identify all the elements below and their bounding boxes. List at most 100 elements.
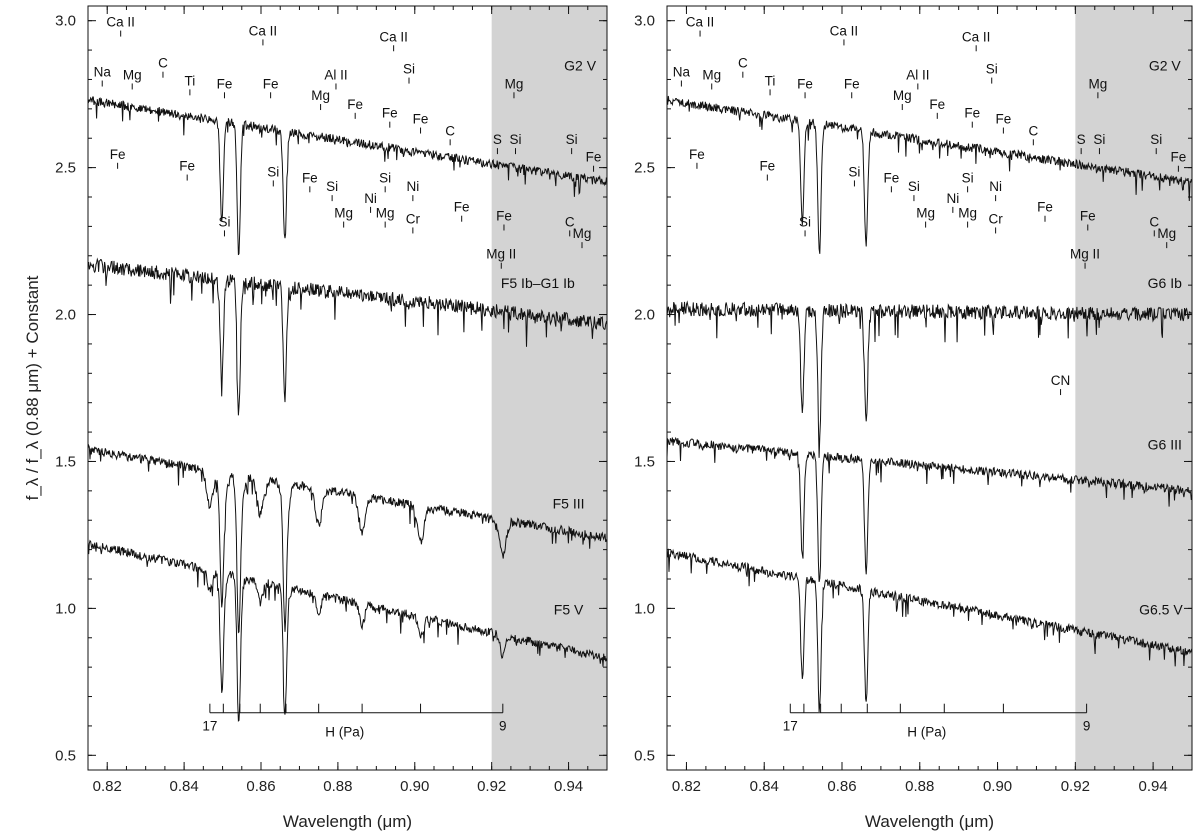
line-id-label: Si <box>267 164 279 179</box>
spectrum-label: G2 V <box>1149 58 1182 74</box>
line-id-label: Fe <box>179 159 195 174</box>
line-id-label: C <box>1149 214 1159 229</box>
line-id-label: Al II <box>324 67 347 82</box>
line-id-label: Si <box>908 179 920 194</box>
line-id-label: Si <box>379 170 391 185</box>
paschen-start-label: 17 <box>783 719 798 734</box>
y-tick-label: 2.0 <box>634 307 655 324</box>
x-tick-label: 0.90 <box>983 778 1012 795</box>
line-id-label: C <box>445 123 455 138</box>
x-tick-label: 0.88 <box>323 778 352 795</box>
panel-left: 0.82 0.84 0.86 0.88 0.90 0.92 0.94 0.5 1.0 1.5 2.0… <box>23 5 608 831</box>
y-tick-label: 1.0 <box>55 600 76 617</box>
x-tick-label: 0.86 <box>827 778 856 795</box>
y-tick-label: 2.5 <box>55 160 76 177</box>
x-axis-title: Wavelength (μm) <box>283 812 412 831</box>
line-id-label: Ca II <box>830 23 859 38</box>
line-id-label: Ni <box>406 179 419 194</box>
line-id-label: S <box>1077 132 1086 147</box>
line-id-label: Ca II <box>106 15 135 30</box>
line-id-label: Fe <box>454 200 470 215</box>
line-id-label: Si <box>218 214 230 229</box>
line-id-label: Mg II <box>486 247 516 262</box>
y-tick-label: 2.0 <box>55 307 76 324</box>
line-id-label: Mg <box>505 76 524 91</box>
spectrum-line <box>666 300 1193 458</box>
line-id-label: Fe <box>263 76 279 91</box>
y-tick-label: 3.0 <box>55 13 76 30</box>
line-id-label: Ni <box>989 179 1002 194</box>
paschen-end-label: 9 <box>499 719 507 734</box>
line-id-label: Cr <box>406 211 421 226</box>
paschen-start-label: 17 <box>202 719 217 734</box>
line-id-label: Fe <box>302 170 318 185</box>
line-id-label: Si <box>1093 132 1105 147</box>
x-tick-label: 0.90 <box>400 778 429 795</box>
paschen-end-label: 9 <box>1083 719 1091 734</box>
line-id-label: Fe <box>586 150 602 165</box>
line-id-label: Mg <box>311 88 330 103</box>
spectrum-line <box>87 257 608 416</box>
line-id-label: C <box>1028 123 1038 138</box>
paschen-series-label: H (Pa) <box>325 725 364 740</box>
line-id-label: Ca II <box>249 23 278 38</box>
line-id-label: Fe <box>884 170 900 185</box>
x-tick-label: 0.88 <box>905 778 934 795</box>
line-id-label: C <box>565 214 575 229</box>
line-id-label: Si <box>986 62 998 77</box>
line-id-label: Na <box>94 65 112 80</box>
line-id-label: C <box>158 56 168 71</box>
line-id-label: Na <box>673 65 691 80</box>
spectrum-line <box>667 95 1193 254</box>
line-id-label: Fe <box>929 97 945 112</box>
line-id-label: S <box>493 132 502 147</box>
spectrum-label: G2 V <box>564 58 597 74</box>
line-id-label: Fe <box>496 209 512 224</box>
line-id-label: Si <box>848 164 860 179</box>
x-tick-label: 0.82 <box>93 778 122 795</box>
line-id-label: Al II <box>906 67 929 82</box>
x-tick-label: 0.94 <box>554 778 583 795</box>
spectrum-line <box>87 96 608 256</box>
line-id-label: Ni <box>364 191 377 206</box>
x-tick-label: 0.82 <box>672 778 701 795</box>
line-id-label: Ca II <box>962 29 991 44</box>
line-id-label: Mg <box>702 67 721 82</box>
y-tick-label: 0.5 <box>634 747 655 764</box>
line-id-label: Mg <box>893 88 912 103</box>
x-tick-label: 0.92 <box>1061 778 1090 795</box>
line-id-label: Mg <box>1157 226 1176 241</box>
line-id-label: Mg <box>573 226 592 241</box>
line-id-label: Si <box>566 132 578 147</box>
line-id-label: Mg <box>916 206 935 221</box>
line-id-label: Fe <box>759 159 775 174</box>
y-tick-label: 3.0 <box>634 13 655 30</box>
spectrum-line <box>666 436 1193 583</box>
line-id-label: Ti <box>765 73 776 88</box>
line-id-label: Fe <box>1171 150 1187 165</box>
line-id-label: Si <box>509 132 521 147</box>
spectrum-label: F5 III <box>553 495 585 511</box>
line-id-label: C <box>738 56 748 71</box>
line-id-label: Ca II <box>686 15 715 30</box>
line-id-label: Fe <box>1037 200 1053 215</box>
spectrum-line <box>666 548 1193 713</box>
line-id-label: Fe <box>797 76 813 91</box>
line-id-label: Fe <box>413 112 429 127</box>
line-id-label: Fe <box>1080 209 1096 224</box>
x-tick-label: 0.92 <box>477 778 506 795</box>
line-id-label: CN <box>1051 373 1071 388</box>
spectrum-label: G6 III <box>1148 437 1182 453</box>
line-id-label: Cr <box>988 211 1003 226</box>
plot-frame <box>666 5 1193 771</box>
y-tick-label: 1.0 <box>634 600 655 617</box>
line-id-label: Ca II <box>379 29 408 44</box>
x-tick-label: 0.84 <box>750 778 779 795</box>
spectrum-label: F5 V <box>554 601 584 617</box>
spectrum-label: F5 Ib–G1 Ib <box>501 275 575 291</box>
line-id-label: Fe <box>996 112 1012 127</box>
line-id-label: Fe <box>964 106 980 121</box>
y-tick-label: 1.5 <box>55 453 76 470</box>
line-id-label: Fe <box>689 147 705 162</box>
